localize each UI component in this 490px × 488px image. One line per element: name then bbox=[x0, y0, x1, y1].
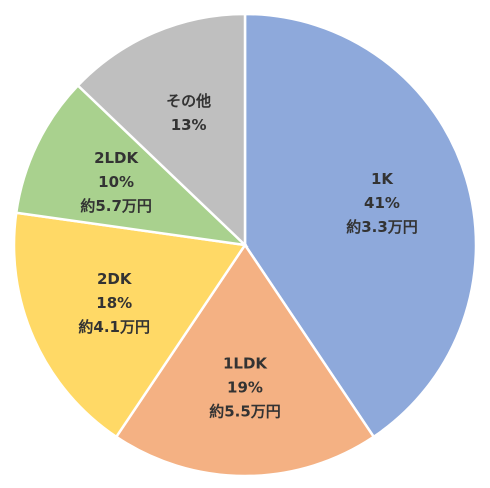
slice-percent-label: 19% bbox=[227, 379, 263, 397]
slice-name-label: 1K bbox=[371, 170, 394, 188]
slice-name-label: その他 bbox=[166, 92, 211, 110]
slice-percent-label: 41% bbox=[364, 194, 400, 212]
slice-percent-label: 18% bbox=[96, 294, 132, 312]
slice-name-label: 1LDK bbox=[223, 355, 268, 373]
slice-name-label: 2LDK bbox=[94, 149, 139, 167]
slice-price-label: 約5.5万円 bbox=[209, 403, 281, 421]
slice-percent-label: 13% bbox=[171, 116, 207, 134]
pie-slice-4 bbox=[14, 83, 249, 247]
slice-price-label: 約5.7万円 bbox=[80, 197, 152, 215]
pie-slice-1 bbox=[243, 12, 478, 439]
slice-price-label: 約3.3万円 bbox=[346, 218, 418, 236]
pie-labels: 1K 41% 約3.3万円 1LDK 19% 約5.5万円 2DK 18% 約4.1万円 2LDK… bbox=[78, 92, 417, 421]
pie-slices bbox=[12, 12, 478, 478]
pie-slice-3 bbox=[12, 211, 248, 439]
pie-slice-5 bbox=[76, 12, 247, 248]
slice-price-label: 約4.1万円 bbox=[78, 318, 150, 336]
slice-name-label: 2DK bbox=[97, 270, 133, 288]
pie-slice-2 bbox=[114, 242, 376, 478]
slice-percent-label: 10% bbox=[98, 173, 134, 191]
